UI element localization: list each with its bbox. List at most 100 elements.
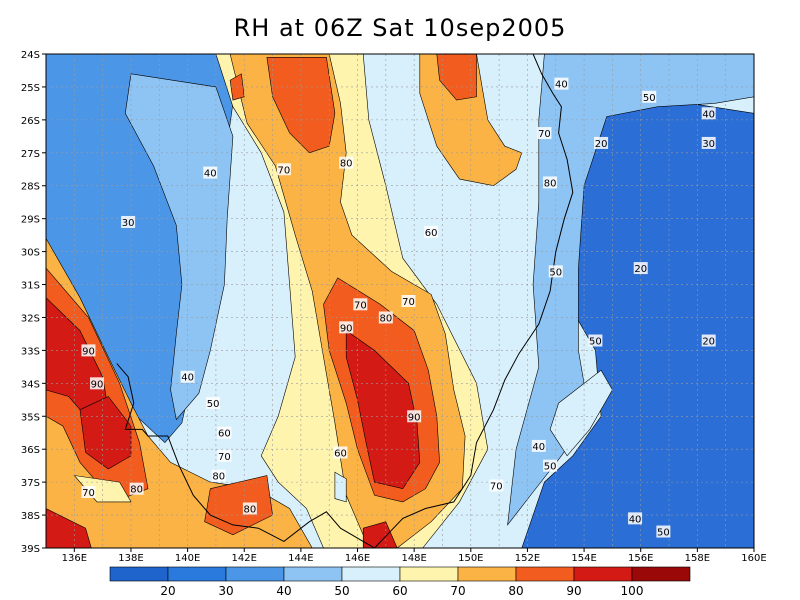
contour-label-bg xyxy=(628,512,643,525)
lat-tick-label: 38S xyxy=(21,511,40,522)
contour-label: 50 xyxy=(549,267,562,278)
lon-tick-label: 148E xyxy=(401,553,426,564)
contour-label-bg xyxy=(489,479,504,492)
contour-label-bg xyxy=(543,459,558,472)
coastline-path xyxy=(116,54,574,548)
contour-label-bg xyxy=(378,311,393,324)
colorbar-swatch xyxy=(283,566,343,582)
contour-label-bg xyxy=(531,439,546,452)
lon-tick-label: 152E xyxy=(515,553,540,564)
contour-label-bg xyxy=(401,295,416,307)
contour-label: 70 xyxy=(278,165,291,176)
contour-label-bg xyxy=(333,446,348,459)
contour-label: 80 xyxy=(212,472,225,483)
lat-tick-label: 26S xyxy=(21,116,40,127)
lat-tick-label: 27S xyxy=(21,149,40,160)
lat-tick-label: 37S xyxy=(21,478,40,489)
contour-label: 40 xyxy=(204,169,217,180)
contour-label: 30 xyxy=(702,139,715,150)
contour-label-bg xyxy=(217,449,232,462)
contour-label-bg xyxy=(543,176,558,189)
contour-label-bg xyxy=(656,525,671,538)
colorbar-swatch xyxy=(225,566,285,582)
contour-label-bg xyxy=(180,370,195,383)
contour-label: 50 xyxy=(643,93,656,104)
lon-tick-label: 158E xyxy=(685,553,710,564)
lat-tick-label: 30S xyxy=(21,248,40,259)
contour-label: 60 xyxy=(425,228,438,239)
contour-label-bg xyxy=(642,90,657,103)
contour-label: 50 xyxy=(589,337,602,348)
colorbar: 20 30 40 50 60 70 80 90 100 xyxy=(109,566,691,598)
colorbar-label: 70 xyxy=(450,584,465,598)
contour-label: 70 xyxy=(218,452,231,463)
lat-tick-label: 35S xyxy=(21,412,40,423)
contour-label-bg xyxy=(206,397,221,410)
contour-label: 20 xyxy=(595,139,608,150)
contour-label-bg xyxy=(407,410,422,423)
colorbar-label: 50 xyxy=(334,584,349,598)
colorbar-label: 20 xyxy=(160,584,175,598)
contour-label: 40 xyxy=(702,109,715,120)
contour-label: 80 xyxy=(340,159,353,170)
colorbar-swatch xyxy=(573,566,633,582)
lat-tick-label: 33S xyxy=(21,346,40,357)
colorbar-swatch xyxy=(341,566,401,582)
lon-tick-label: 150E xyxy=(458,553,483,564)
contour-label: 40 xyxy=(532,442,545,453)
contour-label: 90 xyxy=(82,346,95,357)
lon-tick-label: 146E xyxy=(345,553,370,564)
contour-label: 50 xyxy=(544,462,557,473)
colorbar-swatch xyxy=(515,566,575,582)
lat-tick-label: 34S xyxy=(21,379,40,390)
contour-label: 70 xyxy=(538,129,551,140)
map-title: RH at 06Z Sat 10sep2005 xyxy=(233,14,567,42)
contour-label: 60 xyxy=(218,429,231,440)
colorbar-label: 40 xyxy=(276,584,291,598)
colorbar-swatch xyxy=(109,566,169,582)
contour-labels: 40 30 70 80 60 70 70 80 90 90 90 40 50 60 70 90 60 80 80 70… xyxy=(81,77,716,539)
rh-region-90 xyxy=(436,54,477,101)
contour-label: 80 xyxy=(130,485,143,496)
contour-label: 70 xyxy=(82,488,95,499)
lon-tick-label: 154E xyxy=(571,553,596,564)
contour-label: 80 xyxy=(544,178,557,189)
rh-region-100 xyxy=(46,508,92,548)
contour-label: 70 xyxy=(354,300,367,311)
contour-label: 80 xyxy=(244,504,257,515)
contour-label-bg xyxy=(353,298,368,311)
coastline xyxy=(116,54,574,548)
contour-label-bg xyxy=(121,215,136,228)
contour-label-bg xyxy=(203,166,218,179)
contour-label: 70 xyxy=(490,481,503,492)
contour-label: 50 xyxy=(207,399,220,410)
colorbar-swatch xyxy=(631,566,691,582)
colorbar-label: 80 xyxy=(508,584,523,598)
contour-label: 30 xyxy=(122,218,135,229)
colorbar-label: 60 xyxy=(392,584,407,598)
lon-tick-label: 160E xyxy=(741,553,766,564)
colorbar-label: 90 xyxy=(566,584,581,598)
map-frame xyxy=(45,53,755,549)
lon-tick-label: 144E xyxy=(288,553,313,564)
lat-tick-label: 25S xyxy=(21,83,40,94)
contour-label-bg xyxy=(81,344,96,357)
lat-tick-label: 28S xyxy=(21,182,40,193)
contour-label-bg xyxy=(339,321,354,334)
contour-label-bg xyxy=(588,334,603,347)
lat-tick-label: 39S xyxy=(21,544,40,555)
contour-label: 80 xyxy=(379,313,392,324)
rh-region-50 xyxy=(334,471,347,503)
contour-label: 40 xyxy=(555,80,568,91)
lat-tick-label: 24S xyxy=(21,50,40,61)
contour-label: 40 xyxy=(181,373,194,384)
lon-tick-label: 142E xyxy=(232,553,257,564)
lat-tick-label: 31S xyxy=(21,281,40,292)
contour-label-bg xyxy=(594,136,609,149)
lat-tick-label: 29S xyxy=(21,215,40,226)
contour-label-bg xyxy=(424,225,439,238)
longitude-axis: 136E 138E 140E 142E 144E 146E 148E 150E 152E 154E… xyxy=(62,548,767,564)
lat-tick-label: 36S xyxy=(21,445,40,456)
contour-label-bg xyxy=(701,334,716,347)
lon-tick-label: 140E xyxy=(175,553,200,564)
